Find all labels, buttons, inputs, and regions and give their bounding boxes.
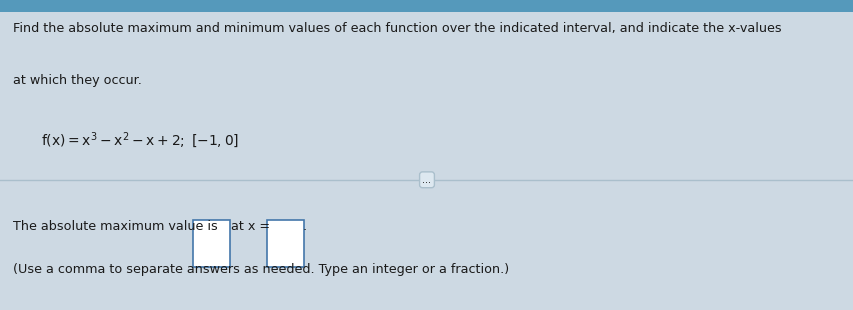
FancyBboxPatch shape [193,220,229,267]
FancyBboxPatch shape [0,0,853,12]
Text: (Use a comma to separate answers as needed. Type an integer or a fraction.): (Use a comma to separate answers as need… [13,264,508,277]
Text: at x =: at x = [231,220,270,233]
Text: $\mathdefault{f(x) = x^3 - x^2 - x + 2; \;[-1, 0]}$: $\mathdefault{f(x) = x^3 - x^2 - x + 2; … [41,130,239,150]
Text: The absolute maximum value is: The absolute maximum value is [13,220,218,233]
Text: .: . [303,220,307,233]
Text: ...: ... [422,175,431,185]
Text: Find the absolute maximum and minimum values of each function over the indicated: Find the absolute maximum and minimum va… [13,22,780,35]
FancyBboxPatch shape [267,220,304,267]
Text: at which they occur.: at which they occur. [13,74,142,87]
